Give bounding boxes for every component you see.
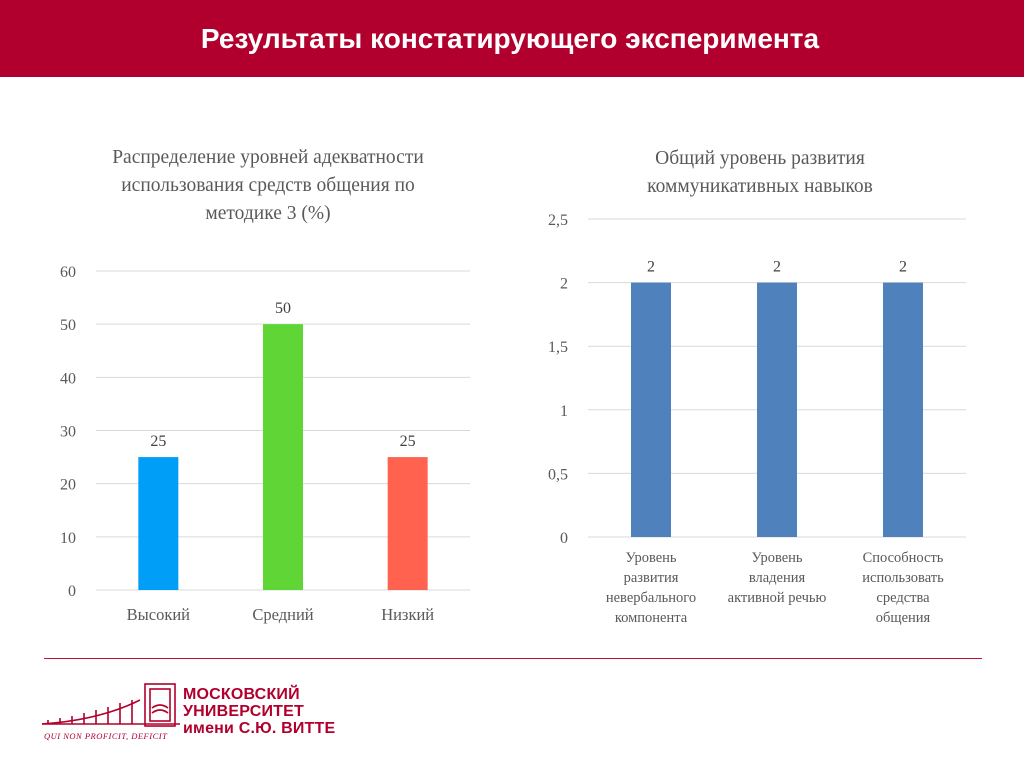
chart1-ytick-label: 50 <box>60 317 76 334</box>
chart1-bar <box>138 457 179 590</box>
chart1-data-label: 50 <box>275 300 291 317</box>
chart2-title: Общий уровень развития коммуникативных н… <box>647 148 873 197</box>
chart1-title: Распределение уровней адекватности испол… <box>112 147 424 224</box>
chart1-bar <box>263 324 303 590</box>
chart1-data-label: 25 <box>150 433 166 450</box>
chart1-category-label: Средний <box>252 605 313 624</box>
chart2-data-label: 2 <box>773 259 781 276</box>
chart1-ytick-label: 10 <box>60 530 76 547</box>
chart1-ytick-label: 30 <box>60 424 76 441</box>
chart2-data-label: 2 <box>647 259 655 276</box>
university-logo <box>41 683 180 727</box>
logo-line-3: имени С.Ю. ВИТТЕ <box>183 720 336 737</box>
header-bar: Результаты констатирующего эксперимента <box>0 0 1024 77</box>
logo-motto: QUI NON PROFICIT, DEFICIT <box>44 731 168 741</box>
chart2-category-label: Способность использовать средства общения <box>862 550 944 626</box>
chart2-data-label: 2 <box>899 259 907 276</box>
chart2-ytick-label: 1 <box>560 403 568 420</box>
logo-text: МОСКОВСКИЙ УНИВЕРСИТЕТ имени С.Ю. ВИТТЕ <box>183 686 335 737</box>
chart2-bar <box>631 282 671 537</box>
page-title: Результаты констатирующего эксперимента <box>200 22 820 54</box>
chart1-ytick-label: 20 <box>60 477 76 494</box>
logo-line-2: УНИВЕРСИТЕТ <box>183 703 304 720</box>
chart2-ytick-label: 2,5 <box>548 212 568 229</box>
chart1-ytick-label: 60 <box>60 264 76 281</box>
chart2-ytick-label: 0 <box>560 530 568 547</box>
chart1-bar <box>387 457 428 590</box>
chart2-bar <box>757 282 797 537</box>
chart1-ytick-label: 40 <box>60 370 76 387</box>
chart2-ytick-label: 1,5 <box>548 339 568 356</box>
chart1-category-label: Низкий <box>381 605 434 624</box>
chart2-bar <box>883 282 923 537</box>
logo-line-1: МОСКОВСКИЙ <box>183 686 300 703</box>
chart2-ytick-label: 2 <box>560 276 568 293</box>
chart1-category-label: Высокий <box>127 605 191 624</box>
chart1-ytick-label: 0 <box>68 583 76 600</box>
chart2-ytick-label: 0,5 <box>548 466 568 483</box>
chart2-category-label: Уровень владения активной речью <box>728 550 827 606</box>
chart1-data-label: 25 <box>400 433 416 450</box>
bridge-icon <box>41 683 180 727</box>
footer-divider <box>44 658 982 659</box>
chart2-category-label: Уровень развития невербального компонента <box>606 550 696 626</box>
